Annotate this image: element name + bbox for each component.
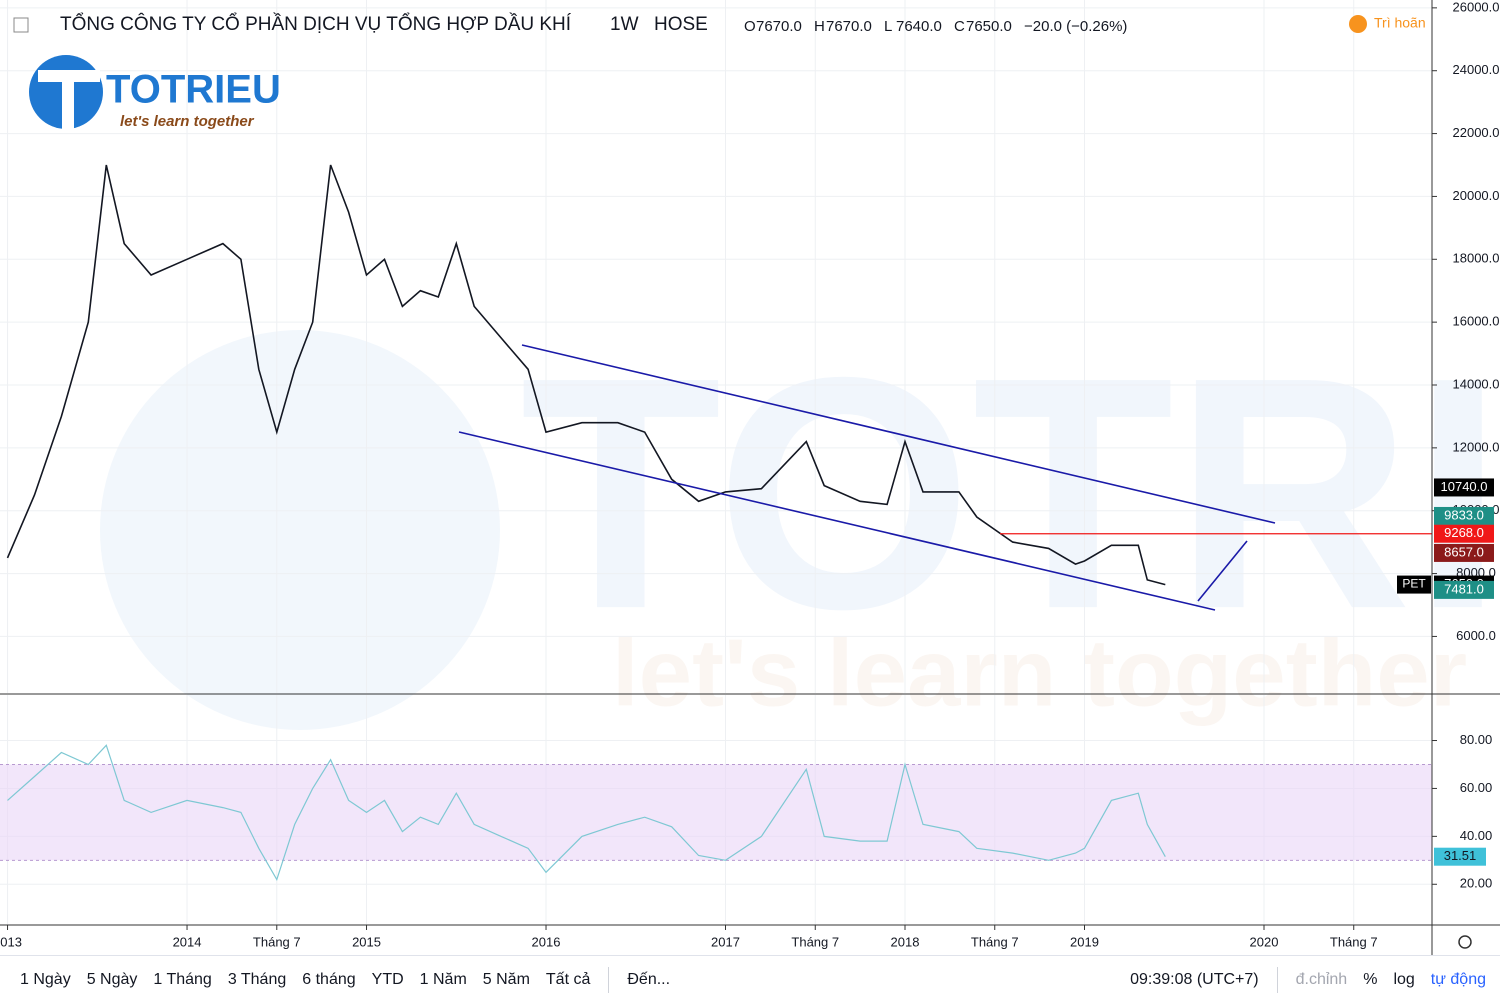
price-label: 7481.0 (1444, 581, 1484, 596)
symbol-title: TỔNG CÔNG TY CỔ PHẦN DỊCH VỤ TỔNG HỢP DẦ… (60, 13, 572, 35)
y-tick-label: 12000.0 (1453, 439, 1500, 454)
range-button[interactable]: 1 Năm (419, 970, 467, 988)
x-tick-label: Tháng 7 (253, 934, 301, 949)
change: −20.0 (−0.26%) (1024, 18, 1127, 35)
y-tick-label: 14000.0 (1453, 376, 1500, 391)
watermark-circle (100, 330, 500, 730)
logo-tagline: let's learn together (120, 113, 255, 130)
ohlc-value: 7650.0 (966, 18, 1012, 35)
logo-mark (62, 70, 74, 130)
x-tick-label: 2019 (1070, 934, 1099, 949)
x-tick-label: Tháng 7 (1330, 934, 1378, 949)
clock: 09:39:08 (UTC+7) (1130, 970, 1259, 988)
ohlc-key: C (954, 18, 965, 35)
ohlc-key: H (814, 18, 825, 35)
scale-option[interactable]: % (1363, 970, 1378, 988)
price-label-bg (1434, 543, 1494, 562)
x-tick-label: Tháng 7 (971, 934, 1019, 949)
y-tick-label: 18000.0 (1453, 251, 1500, 266)
ohlc: O 7670.0 H 7670.0 L 7640.0 C 7650.0 (744, 18, 1012, 35)
expand-icon[interactable] (13, 17, 29, 33)
status-icon (1349, 15, 1367, 33)
x-tick-label: 2017 (711, 934, 740, 949)
y-tick-label: 40.00 (1460, 828, 1493, 843)
range-button[interactable]: Tất cả (545, 970, 591, 988)
x-tick-label: 2013 (0, 934, 22, 949)
y-tick-label: 22000.0 (1453, 125, 1500, 140)
trendline (1197, 540, 1248, 602)
status[interactable]: Trì hoãn (1374, 15, 1426, 31)
last-value-label: 31.51 (1444, 848, 1477, 863)
ohlc-key: O (744, 18, 756, 35)
price-label-bg (1434, 580, 1494, 599)
trendline (521, 344, 1276, 524)
price-label: 10740.0 (1441, 479, 1488, 494)
interval[interactable]: 1W (610, 14, 639, 35)
logo-name: TOTRIEU (106, 68, 281, 112)
separator (608, 966, 610, 993)
plot (0, 164, 1432, 881)
y-tick-label: 16000.0 (1453, 314, 1500, 329)
watermark: TOTRIEU let's learn together (100, 308, 1500, 730)
price-label-bg (1434, 478, 1494, 497)
scale-option[interactable]: đ.chỉnh (1295, 970, 1348, 988)
range-button[interactable]: 6 tháng (302, 970, 356, 988)
ohlc-value: 7640.0 (896, 18, 942, 35)
series-line (7, 744, 1166, 881)
x-tick-label: 2020 (1250, 934, 1279, 949)
rsi-band (0, 764, 1432, 861)
y-tick-label: 6000.0 (1456, 628, 1496, 643)
y-tick-label: 26000.0 (1453, 0, 1500, 14)
ohlc-value: 7670.0 (826, 18, 872, 35)
y-tick-label: 80.00 (1460, 732, 1493, 747)
symbol-tag-bg (1397, 575, 1431, 594)
y-tick-label: 24000.0 (1453, 62, 1500, 77)
price-label-bg (1434, 506, 1494, 525)
range-button[interactable]: 1 Tháng (153, 970, 212, 988)
x-tick-label: 2014 (173, 934, 202, 949)
y-tick-label: 20.00 (1460, 876, 1493, 891)
separator (1276, 966, 1278, 993)
y-tick-label: 20000.0 (1453, 188, 1500, 203)
price-label-bg (1434, 524, 1494, 543)
ohlc-key: L (884, 18, 892, 35)
ohlc-value: 7670.0 (756, 18, 802, 35)
exchange: HOSE (654, 14, 708, 35)
chart: TOTRIEU let's learn together 6000.08000.… (0, 0, 1500, 955)
range-button[interactable]: 5 Ngày (86, 970, 138, 988)
watermark-text: TOTRIEU (520, 308, 1500, 677)
y-tick-label: 60.00 (1460, 780, 1493, 795)
range-button[interactable]: 1 Ngày (20, 970, 71, 988)
price-label: 8657.0 (1444, 544, 1484, 559)
x-tick-label: Tháng 7 (791, 934, 839, 949)
trendline (458, 431, 1216, 611)
price-label: 9268.0 (1444, 525, 1484, 540)
range-button[interactable]: YTD (371, 970, 404, 988)
price-label: 9833.0 (1444, 507, 1484, 522)
series-line (6, 164, 1166, 586)
scale-option[interactable]: log (1393, 970, 1415, 988)
range-button[interactable]: 3 Tháng (227, 970, 287, 988)
axes: 6000.08000.010000.012000.014000.016000.0… (0, 0, 1500, 949)
goto-button[interactable]: Đến... (627, 970, 671, 988)
x-tick-label: 2018 (891, 934, 920, 949)
x-tick-label: 2015 (352, 934, 381, 949)
watermark-tagline: let's learn together (612, 619, 1467, 726)
x-tick-label: 2016 (532, 934, 561, 949)
range-button[interactable]: 5 Năm (482, 970, 530, 988)
settings-icon[interactable] (1458, 935, 1472, 949)
last-value-bg (1434, 847, 1486, 866)
symbol-tag: PET (1402, 577, 1426, 591)
toolbar: 1 Ngày 5 Ngày 1 Tháng 3 Tháng 6 tháng YTD 1 Nă… (0, 955, 1500, 1003)
scale-option[interactable]: tự động (1430, 970, 1486, 988)
